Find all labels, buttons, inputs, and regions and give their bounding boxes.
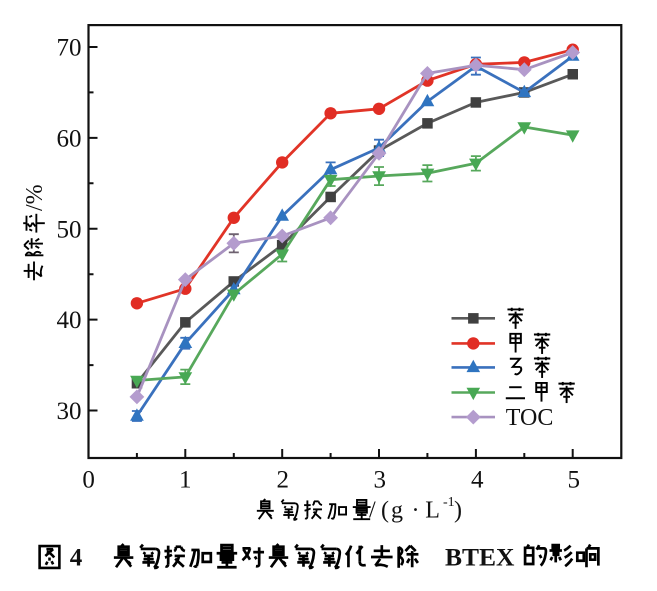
svg-text:1: 1 xyxy=(179,466,192,493)
svg-text:4: 4 xyxy=(471,466,484,493)
svg-text:4: 4 xyxy=(70,545,83,572)
svg-text:2: 2 xyxy=(277,466,290,493)
svg-text:40: 40 xyxy=(57,307,82,334)
svg-text:50: 50 xyxy=(57,216,82,243)
svg-text:TOC: TOC xyxy=(506,405,554,431)
svg-text:3: 3 xyxy=(374,466,387,493)
svg-text:/%: /% xyxy=(22,184,48,211)
svg-text:0: 0 xyxy=(82,466,95,493)
svg-text:60: 60 xyxy=(57,126,82,153)
svg-text:70: 70 xyxy=(57,35,82,62)
svg-text:BTEX: BTEX xyxy=(445,543,515,572)
svg-text:30: 30 xyxy=(57,398,82,425)
svg-text:5: 5 xyxy=(568,466,581,493)
svg-text:/(g·L-1): / (g · L -1) xyxy=(369,495,462,524)
